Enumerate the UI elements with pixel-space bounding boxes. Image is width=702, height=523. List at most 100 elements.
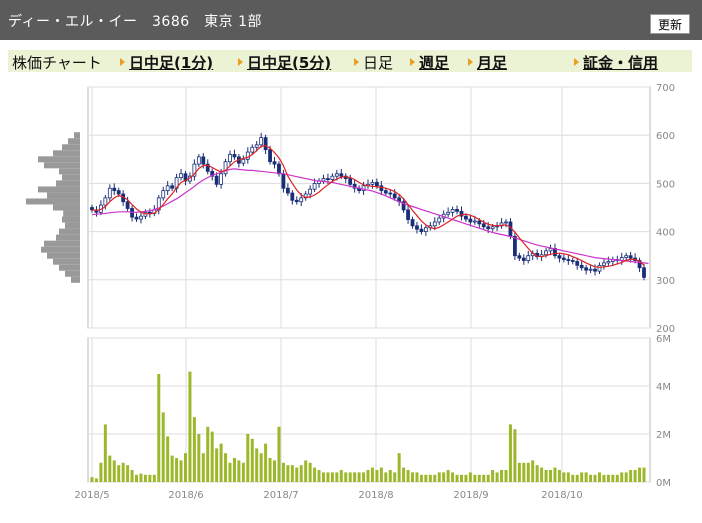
volume-bar xyxy=(540,467,544,482)
nav-intraday-5min[interactable]: 日中足(5分) xyxy=(238,52,331,73)
candle-body xyxy=(557,255,562,259)
volume-bar xyxy=(170,455,174,482)
volume-bar xyxy=(584,472,588,482)
candle-body xyxy=(579,264,584,269)
volume-bar xyxy=(624,472,628,482)
candle-body xyxy=(401,201,406,211)
volume-bar xyxy=(250,438,254,482)
nav-weekly[interactable]: 週足 xyxy=(410,52,449,73)
volume-bar xyxy=(264,443,268,482)
candle-body xyxy=(116,190,121,195)
volume-bar xyxy=(557,470,561,482)
volume-profile-bar xyxy=(53,204,80,211)
volume-bar xyxy=(143,474,147,482)
volume-bar xyxy=(428,474,432,482)
candle-body xyxy=(112,187,117,192)
volume-bar xyxy=(575,474,579,482)
volume-bar xyxy=(126,465,130,482)
candle-body xyxy=(432,221,437,227)
candle-body xyxy=(561,257,566,260)
price-tick-label: 500 xyxy=(656,179,675,190)
candle-body xyxy=(250,146,255,153)
candle-body xyxy=(272,161,277,165)
price-tick-label: 700 xyxy=(656,83,675,94)
volume-bar xyxy=(215,448,219,482)
candle-body xyxy=(277,163,281,175)
volume-profile-bar xyxy=(59,228,80,235)
volume-bar xyxy=(344,472,348,482)
volume-profile-bar xyxy=(63,210,80,217)
nav-margin-credit[interactable]: 証金・信用 xyxy=(574,52,658,73)
candle-body xyxy=(361,185,366,192)
volume-profile-bar xyxy=(62,174,80,181)
candle-body xyxy=(214,175,219,185)
volume-bar xyxy=(611,474,615,482)
candle-body xyxy=(196,156,201,165)
volume-bar xyxy=(531,460,535,482)
candle-body xyxy=(526,255,531,261)
volume-bar xyxy=(553,467,557,482)
volume-bar xyxy=(117,465,121,482)
volume-bar xyxy=(179,460,183,482)
volume-bar xyxy=(308,462,312,482)
x-tick-label: 2018/8 xyxy=(358,490,393,501)
candle-body xyxy=(504,221,508,224)
ma-long-line xyxy=(91,168,649,264)
candle-body xyxy=(419,228,424,233)
nav-monthly[interactable]: 月足 xyxy=(468,52,507,73)
candle-body xyxy=(285,187,290,194)
volume-profile-bar xyxy=(56,180,80,187)
candle-body xyxy=(223,161,228,175)
x-tick-label: 2018/9 xyxy=(453,490,488,501)
nav-intraday-1min[interactable]: 日中足(1分) xyxy=(120,52,213,73)
candle-body xyxy=(624,255,629,259)
volume-bar xyxy=(108,455,112,482)
volume-bar xyxy=(152,474,156,482)
candle-body xyxy=(602,262,606,266)
candle-body xyxy=(107,187,112,199)
candle-body xyxy=(406,209,410,220)
candle-body xyxy=(352,183,357,189)
volume-bar xyxy=(339,470,343,482)
candle-body xyxy=(472,220,477,223)
volume-bar xyxy=(526,462,530,482)
candle-body xyxy=(370,182,375,185)
candle-body xyxy=(490,226,495,230)
volume-bar xyxy=(442,472,446,482)
volume-bar xyxy=(335,472,339,482)
refresh-button[interactable]: 更新 xyxy=(650,14,690,34)
x-tick-label: 2018/5 xyxy=(74,490,109,501)
arrow-right-icon xyxy=(410,58,415,66)
volume-profile-bar xyxy=(59,264,80,271)
candle-body xyxy=(139,215,143,220)
candle-body xyxy=(103,197,108,206)
volume-bar xyxy=(304,460,308,482)
candle-body xyxy=(375,182,379,187)
volume-bar xyxy=(232,458,236,482)
volume-bar xyxy=(495,472,499,482)
volume-profile-bar xyxy=(38,156,80,163)
candle-body xyxy=(383,190,388,194)
volume-bar xyxy=(597,472,601,482)
candle-body xyxy=(481,223,486,228)
price-tick-label: 200 xyxy=(656,324,675,335)
volume-tick-label: 0M xyxy=(656,478,671,489)
volume-profile-bar xyxy=(53,258,80,265)
volume-profile-bar xyxy=(47,192,80,199)
volume-bar xyxy=(286,465,290,482)
candle-body xyxy=(570,260,575,262)
candle-body xyxy=(134,216,139,220)
volume-profile-bar xyxy=(44,162,80,169)
volume-bar xyxy=(451,472,455,482)
volume-bar xyxy=(633,470,637,482)
candle-body xyxy=(245,151,250,160)
volume-bar xyxy=(330,472,334,482)
candle-body xyxy=(415,225,419,230)
candle-body xyxy=(321,178,326,182)
volume-bar xyxy=(366,470,370,482)
volume-bar xyxy=(620,472,624,482)
volume-bar xyxy=(290,465,294,482)
volume-bar xyxy=(455,474,459,482)
volume-profile-bar xyxy=(59,168,80,175)
